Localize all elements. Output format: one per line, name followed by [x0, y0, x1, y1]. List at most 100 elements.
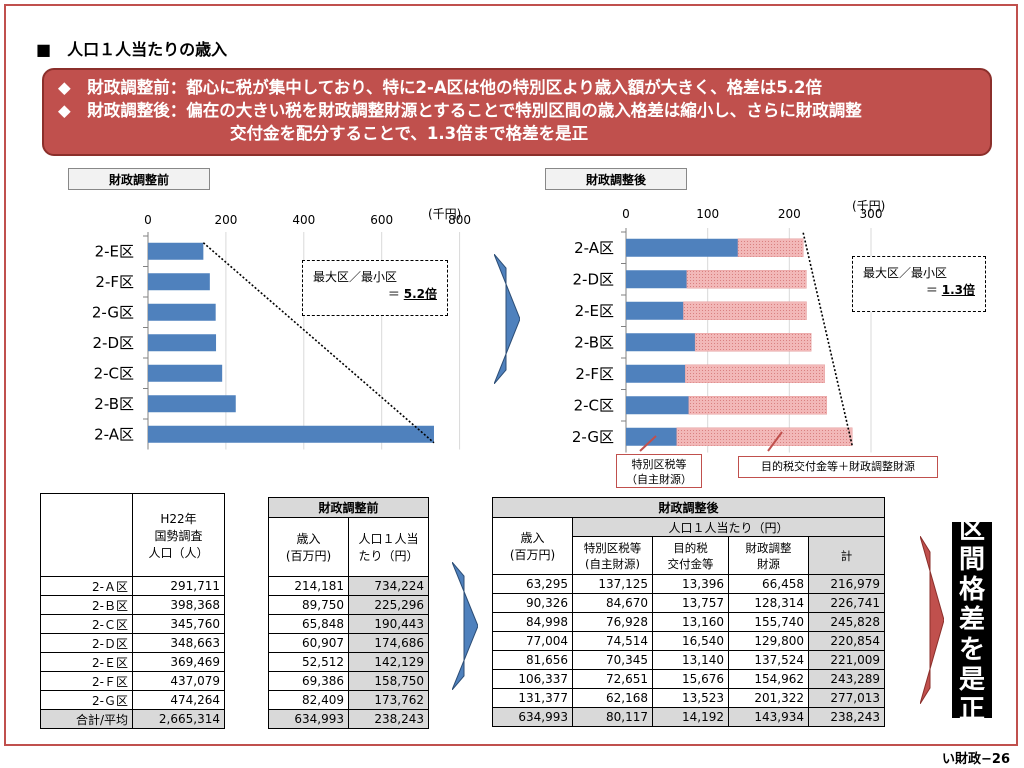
per-capita-cell: 190,443	[348, 614, 429, 634]
value-cell: 13,757	[652, 593, 729, 613]
table-row: 77,004 74,514 16,540 129,800 220,854	[492, 631, 885, 651]
bar	[148, 303, 216, 321]
bar	[148, 364, 223, 382]
x-tick-label: 600	[370, 213, 393, 227]
table-row: 634,993 238,243	[268, 709, 429, 729]
table-row: 2-Ｅ区 369,469	[40, 652, 225, 672]
bar-grant	[685, 364, 825, 383]
column-header: 計	[808, 536, 885, 575]
bar-tax	[626, 270, 687, 289]
revenue-cell: 634,993	[268, 709, 349, 729]
population: 437,079	[132, 671, 225, 691]
population: 2,665,314	[132, 709, 225, 729]
table-row: 65,848 190,443	[268, 614, 429, 634]
x-tick-label: 300	[860, 207, 883, 221]
bar-tax	[626, 333, 696, 352]
ward-name: 2-Ｆ区	[40, 671, 133, 691]
header-before: 財政調整前	[268, 497, 429, 518]
per-capita-cell: 142,129	[348, 652, 429, 672]
revenue-cell: 82,409	[268, 690, 349, 710]
value-cell: 226,741	[808, 593, 885, 613]
value-cell: 13,160	[652, 612, 729, 632]
per-capita-cell: 174,686	[348, 633, 429, 653]
bar-tax	[626, 396, 689, 415]
value-cell: 72,651	[572, 669, 653, 689]
before-table: 財政調整前 歳入 (百万円) 人口１人当 たり（円） 214,181 734,22…	[268, 497, 429, 729]
revenue-cell: 52,512	[268, 652, 349, 672]
value-cell: 106,337	[492, 669, 573, 689]
category-label: 2-A区	[94, 425, 134, 443]
ward-name: 合計/平均	[40, 709, 133, 729]
table-row: 84,998 76,928 13,160 155,740 245,828	[492, 612, 885, 632]
value-cell: 13,396	[652, 574, 729, 594]
x-tick-label: 100	[696, 207, 719, 221]
value-cell: 63,295	[492, 574, 573, 594]
population-table: H22年 国勢調査 人口（人） 2-Ａ区 291,711 2-Ｂ区 398,368 2-…	[40, 493, 225, 729]
bar-grant	[676, 427, 853, 446]
ratio-value: 5.2倍	[403, 287, 437, 301]
value-cell: 66,458	[728, 574, 809, 594]
value-cell: 16,540	[652, 631, 729, 651]
value-cell: 128,314	[728, 593, 809, 613]
value-cell: 81,656	[492, 650, 573, 670]
ward-name: 2-Ｇ区	[40, 690, 133, 710]
arrow-right-icon	[494, 254, 520, 384]
x-tick-label: 0	[144, 213, 152, 227]
bar	[148, 273, 210, 291]
bar-grant	[694, 333, 812, 352]
column-header: 特別区税等 (自主財源)	[572, 536, 653, 575]
x-tick-label: 0	[622, 207, 630, 221]
ratio-box-before: 最大区／最小区 ＝ 5.2倍	[302, 260, 448, 316]
ratio-value-row: ＝ 5.2倍	[313, 286, 437, 303]
side-label-char: 是	[958, 665, 985, 695]
chart-after: 0 100 200 300(千円) 2-A区 2-D区 2-E区 2-B区 2-F区 2-C区 2-…	[572, 199, 885, 453]
table-row: 69,386 158,750	[268, 671, 429, 691]
column-header: 目的税 交付金等	[652, 536, 729, 575]
side-label-char: を	[958, 635, 985, 665]
ward-name: 2-Ａ区	[40, 576, 133, 596]
banner-line-2: ◆ 財政調整後：偏在の大きい税を財政調整財源とすることで特別区間の歳入格差は縮小…	[58, 101, 862, 120]
table-row: 2-Ｄ区 348,663	[40, 633, 225, 653]
category-label: 2-C区	[94, 364, 134, 382]
summary-banner: ◆ 財政調整前：都心に税が集中しており、特に2-A区は他の特別区より歳入額が大き…	[42, 68, 992, 156]
legend-tax-line2: （自主財源）	[626, 473, 692, 486]
header-revenue: 歳入 (百万円)	[492, 517, 573, 575]
chart-before: 0 200 400 600 800(千円) 2-E区 2-F区 2-G区 2-D区 2-C区 2-B…	[92, 207, 471, 450]
revenue-cell: 65,848	[268, 614, 349, 634]
per-capita-cell: 734,224	[348, 576, 429, 596]
category-label: 2-G区	[572, 428, 614, 446]
population: 398,368	[132, 595, 225, 615]
value-cell: 77,004	[492, 631, 573, 651]
value-cell: 13,523	[652, 688, 729, 708]
ratio-prefix: ＝	[387, 287, 400, 301]
per-capita-cell: 225,296	[348, 595, 429, 615]
table-row: 214,181 734,224	[268, 576, 429, 596]
header-blank	[40, 493, 133, 577]
value-cell: 634,993	[492, 707, 573, 727]
bar	[148, 425, 434, 443]
per-capita-cell: 173,762	[348, 690, 429, 710]
unit-label: (千円)	[428, 207, 461, 221]
table-row: 2-Ｇ区 474,264	[40, 690, 225, 710]
value-cell: 76,928	[572, 612, 653, 632]
banner-line-1: ◆ 財政調整前：都心に税が集中しており、特に2-A区は他の特別区より歳入額が大き…	[58, 78, 823, 97]
table-row: 52,512 142,129	[268, 652, 429, 672]
value-cell: 154,962	[728, 669, 809, 689]
value-cell: 13,140	[652, 650, 729, 670]
category-label: 2-C区	[574, 396, 614, 414]
table-row: 131,377 62,168 13,523 201,322 277,013	[492, 688, 885, 708]
table-row: 合計/平均 2,665,314	[40, 709, 225, 729]
category-label: 2-D区	[92, 334, 134, 352]
legend-tax: 特別区税等 （自主財源）	[616, 454, 702, 488]
side-label: 区間格差を是正	[952, 515, 992, 725]
value-cell: 62,168	[572, 688, 653, 708]
side-label-char: 差	[958, 605, 985, 635]
tag-before: 財政調整前	[68, 168, 210, 190]
table-row: 2-Ｃ区 345,760	[40, 614, 225, 634]
value-cell: 201,322	[728, 688, 809, 708]
ratio-label: 最大区／最小区	[863, 266, 948, 280]
after-table: 財政調整後 歳入 (百万円) 人口１人当たり（円） 特別区税等 (自主財源) 目的…	[492, 497, 885, 727]
header-per-capita: 人口１人当たり（円）	[572, 517, 885, 537]
category-label: 2-F区	[575, 365, 614, 383]
slide-frame	[4, 4, 1018, 746]
